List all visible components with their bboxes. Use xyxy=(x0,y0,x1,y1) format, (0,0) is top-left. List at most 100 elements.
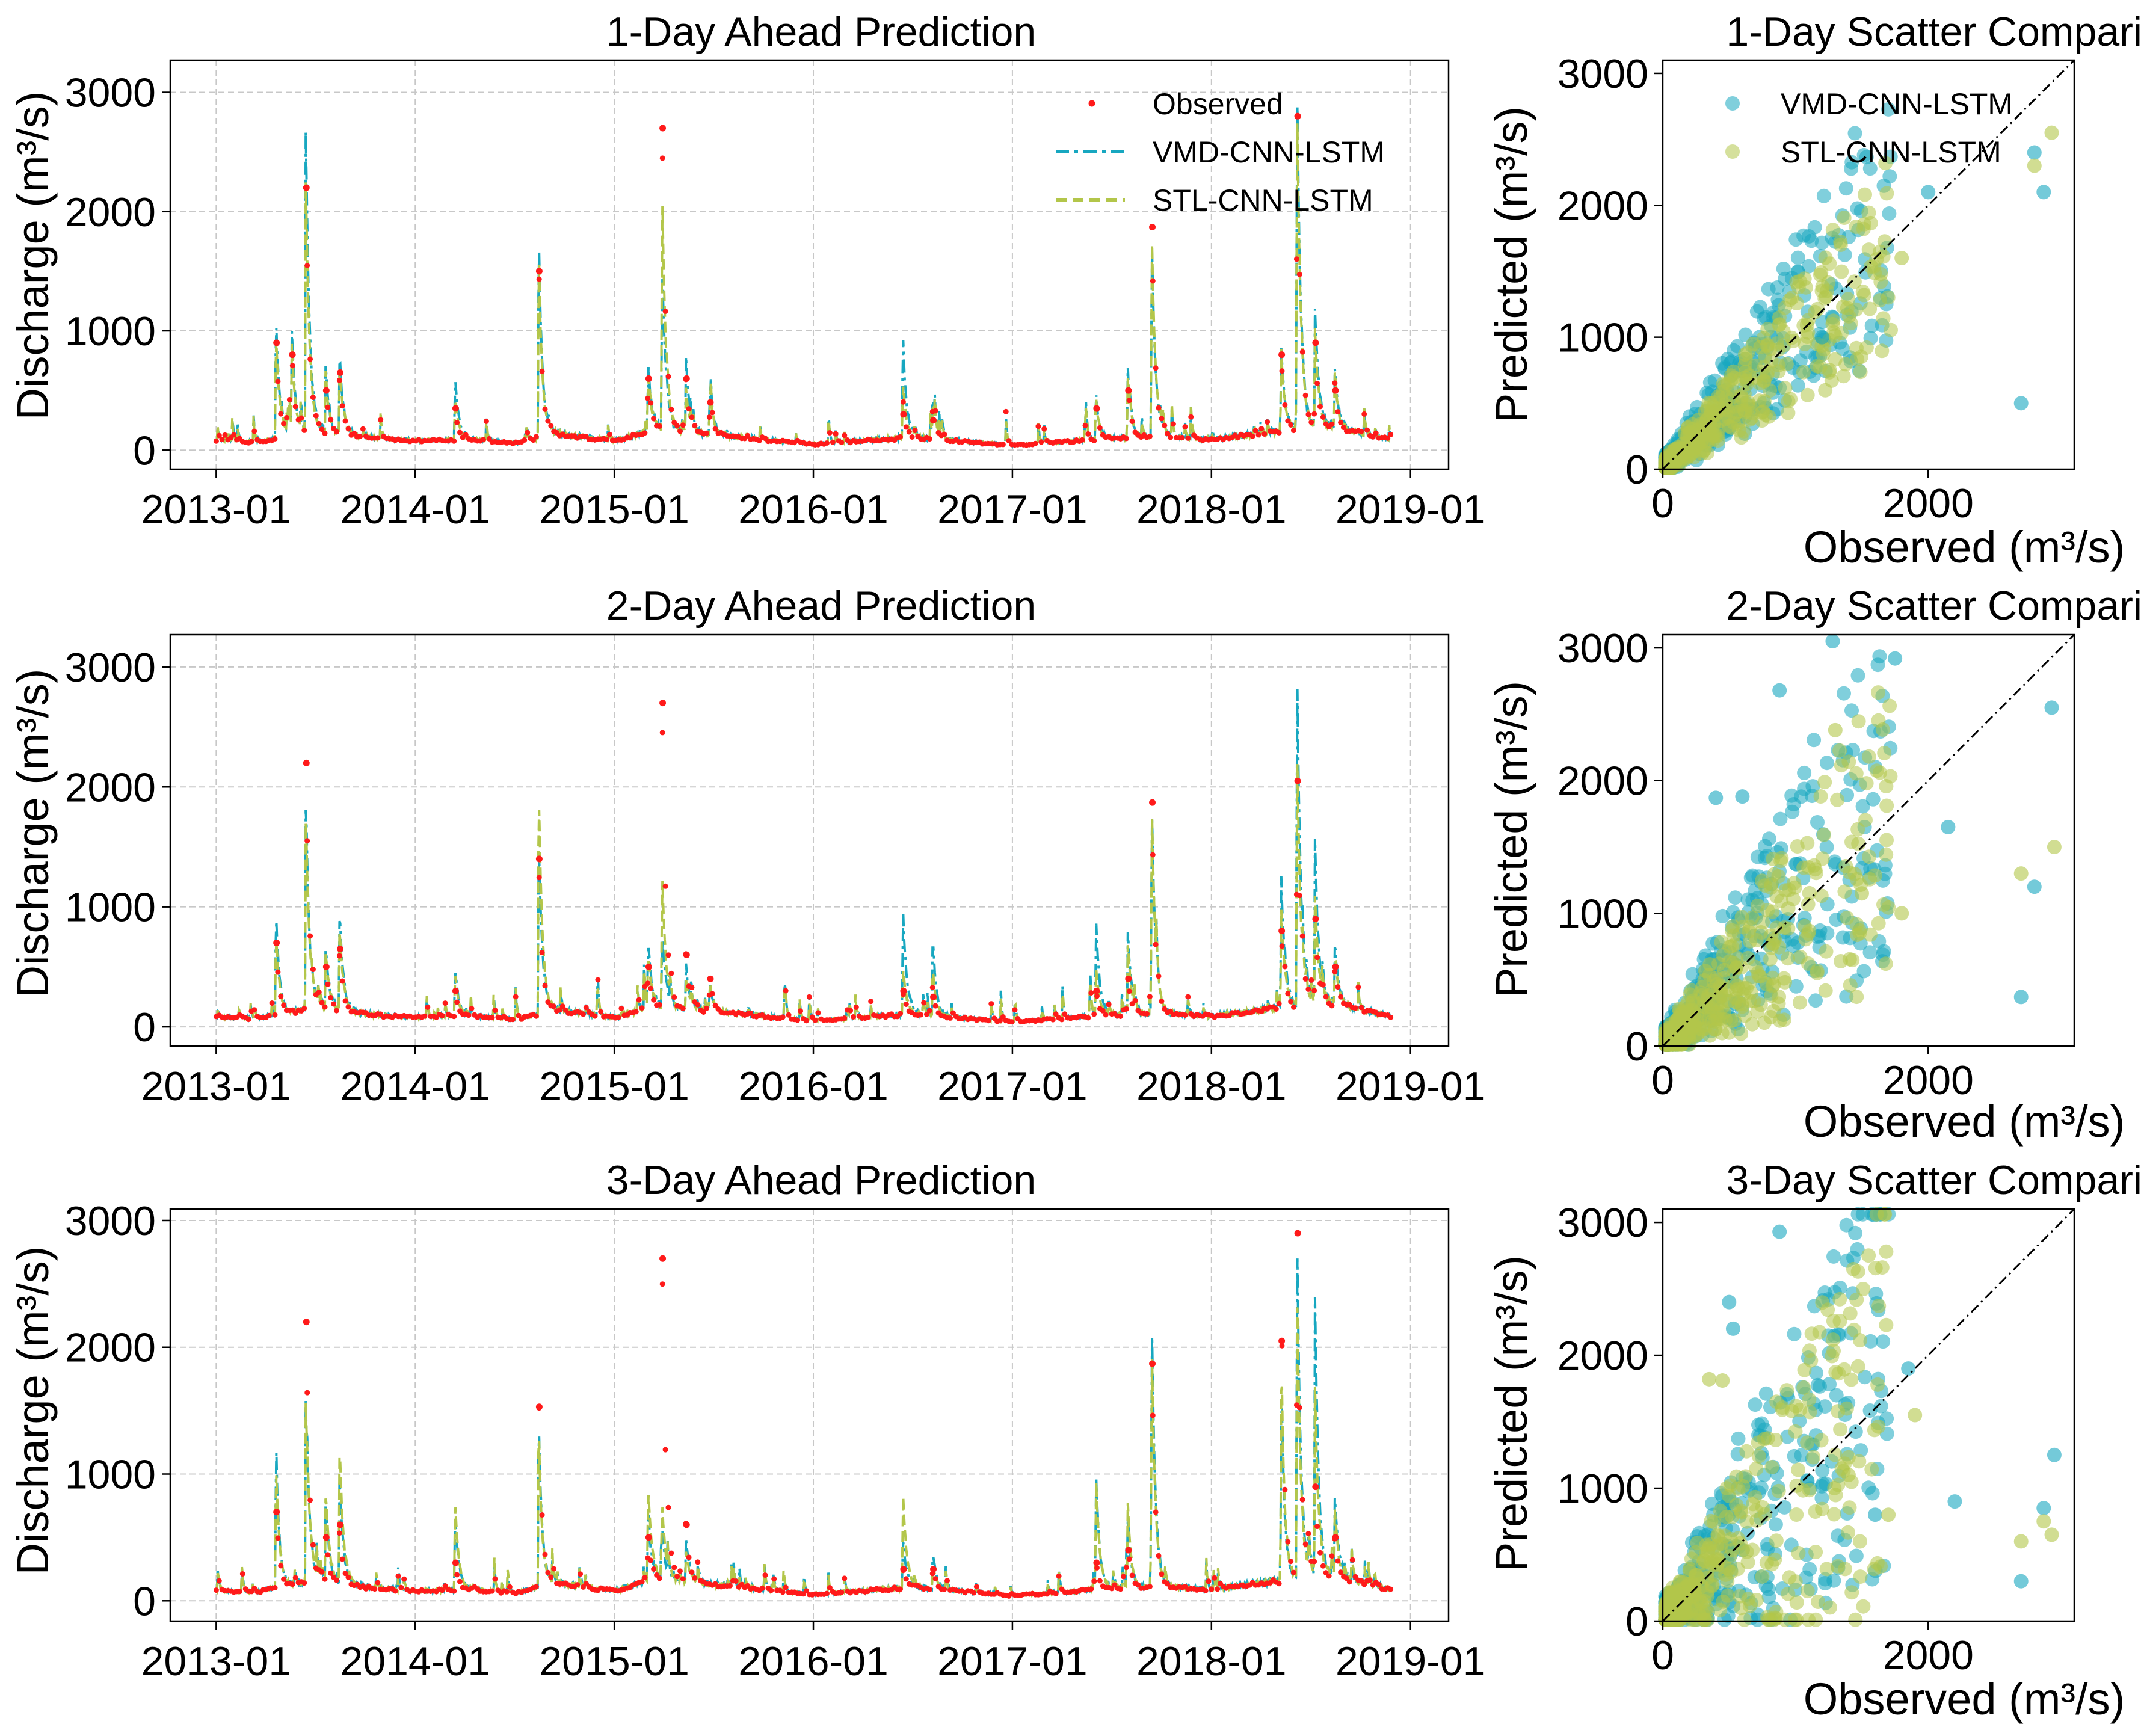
point-vmd xyxy=(1839,989,1854,1004)
point-vmd xyxy=(1870,657,1885,673)
point-stl xyxy=(1861,242,1876,257)
observed-peak xyxy=(930,417,937,424)
observed-point xyxy=(1123,1565,1129,1571)
observed-point xyxy=(1329,1003,1335,1009)
point-vmd xyxy=(1801,259,1816,274)
x-tick-label: 2016-01 xyxy=(738,1063,889,1109)
point-stl xyxy=(1802,885,1817,900)
observed-point xyxy=(375,435,381,441)
observed-point xyxy=(1126,1556,1132,1562)
point-vmd xyxy=(1901,1361,1916,1376)
point-stl xyxy=(1779,1383,1794,1398)
point-vmd xyxy=(1777,1500,1792,1515)
observed-point xyxy=(727,1583,733,1589)
y-tick-label: 2000 xyxy=(1557,759,1648,804)
point-stl xyxy=(1715,1373,1730,1388)
observed-point xyxy=(1006,438,1012,444)
observed-point xyxy=(1282,964,1288,970)
point-stl xyxy=(1833,238,1848,252)
observed-point xyxy=(1255,432,1261,438)
line-vmd xyxy=(215,1258,1392,1599)
observed-point xyxy=(1291,428,1296,434)
observed-point xyxy=(1276,1581,1282,1587)
observed-point xyxy=(680,422,686,428)
observed-point xyxy=(932,408,938,414)
observed-point xyxy=(1212,1575,1218,1581)
point-vmd xyxy=(1947,1494,1962,1509)
point-stl xyxy=(1828,722,1843,737)
observed-point xyxy=(516,1012,522,1018)
point-stl xyxy=(1869,763,1884,778)
observed-point xyxy=(451,1588,457,1594)
point-vmd xyxy=(1844,161,1859,176)
observed-point xyxy=(372,1586,378,1592)
observed-point xyxy=(489,1015,495,1021)
observed-point xyxy=(648,985,654,991)
observed-peak xyxy=(683,375,690,382)
point-stl xyxy=(1826,1314,1841,1328)
line-vmd xyxy=(215,689,1391,1026)
point-vmd xyxy=(1761,282,1776,297)
plot-frame xyxy=(169,59,1450,470)
point-vmd xyxy=(1853,1443,1868,1458)
point-stl xyxy=(1814,888,1829,903)
point-stl xyxy=(1769,1533,1784,1548)
observed-peak xyxy=(322,1534,330,1541)
observed-point xyxy=(1035,423,1041,429)
point-stl xyxy=(1739,1444,1754,1459)
point-stl xyxy=(1808,1612,1823,1627)
point-vmd xyxy=(1873,1399,1888,1414)
point-stl xyxy=(1817,775,1832,790)
point-stl xyxy=(1840,301,1855,316)
point-stl xyxy=(1736,1479,1751,1494)
observed-point xyxy=(222,432,228,438)
observed-point xyxy=(1285,418,1291,424)
x-tick-label: 2015-01 xyxy=(539,487,689,532)
identity-line xyxy=(1662,633,2075,1047)
point-stl xyxy=(1853,365,1868,380)
observed-point xyxy=(671,1565,677,1571)
observed-point xyxy=(1305,411,1311,417)
scatter-panel-3day: 3-Day Scatter Comparison Predicted (m³/s… xyxy=(1486,1157,2141,1724)
x-tick-label: 2013-01 xyxy=(141,487,292,532)
x-tick-label: 2014-01 xyxy=(340,1063,490,1109)
observed-point xyxy=(656,423,662,429)
observed-point xyxy=(812,1017,818,1023)
y-tick-label: 2000 xyxy=(1557,1333,1648,1379)
point-stl xyxy=(1764,1460,1779,1474)
observed-point xyxy=(1261,431,1268,437)
observed-point xyxy=(580,1011,586,1017)
observed-peak xyxy=(1278,928,1286,935)
point-stl xyxy=(1843,316,1858,331)
panel-title: 3-Day Scatter Comparison xyxy=(1726,1157,2141,1203)
point-vmd xyxy=(1848,1424,1863,1439)
observed-point xyxy=(1349,1557,1355,1563)
observed-point xyxy=(1106,1002,1112,1008)
observed-peak xyxy=(1093,1559,1100,1566)
observed-point xyxy=(1170,421,1176,427)
observed-peak xyxy=(645,375,652,382)
observed-peak xyxy=(683,1521,690,1528)
observed-point xyxy=(988,1001,994,1007)
point-stl xyxy=(1800,1584,1815,1599)
y-tick-label: 1000 xyxy=(1557,891,1648,937)
observed-point xyxy=(334,1577,339,1583)
point-stl xyxy=(1862,301,1878,316)
observed-point xyxy=(395,1573,401,1579)
observed-point xyxy=(536,276,542,282)
observed-point xyxy=(689,1569,695,1575)
point-stl xyxy=(1782,1570,1797,1585)
point-stl xyxy=(1713,979,1728,994)
point-stl xyxy=(1834,758,1849,773)
point-stl xyxy=(1862,849,1876,864)
point-stl xyxy=(1758,349,1773,364)
y-tick-label: 3000 xyxy=(65,645,156,691)
observed-peak xyxy=(289,351,296,359)
observed-point xyxy=(281,1002,287,1008)
point-stl xyxy=(1798,932,1813,947)
y-tick-label: 2000 xyxy=(65,1325,156,1371)
point-stl xyxy=(1789,1595,1804,1610)
observed-peak xyxy=(707,399,714,406)
observed-point xyxy=(545,999,551,1005)
point-stl xyxy=(1703,419,1718,433)
